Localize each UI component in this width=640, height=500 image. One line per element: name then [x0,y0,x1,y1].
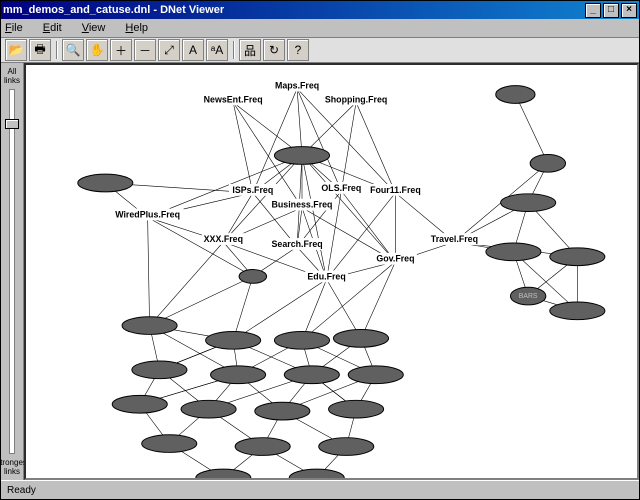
graph-node[interactable]: Travel.Freq [426,233,483,245]
svg-text:ISPs.Freq: ISPs.Freq [232,185,273,195]
refresh-icon[interactable]: ↻ [263,39,285,61]
graph-node[interactable] [112,395,167,413]
graph-node[interactable] [319,438,374,456]
graph-node[interactable] [550,302,605,320]
layout-icon[interactable]: 品 [239,39,261,61]
graph-node[interactable] [348,366,403,384]
svg-text:OLS.Freq: OLS.Freq [321,183,361,193]
graph-node[interactable] [329,400,384,418]
slider-top-label: All links [1,67,23,85]
hand-icon[interactable]: ✋ [86,39,108,61]
svg-text:Maps.Freq: Maps.Freq [275,81,319,91]
graph-node[interactable] [550,248,605,266]
svg-text:Four11.Freq: Four11.Freq [370,185,421,195]
graph-node[interactable] [274,147,329,165]
svg-text:Business.Freq: Business.Freq [272,200,333,210]
graph-edge [341,102,356,191]
graph-node[interactable]: NewsEnt.Freq [202,94,264,106]
svg-text:Search.Freq: Search.Freq [272,239,323,249]
graph-edge [148,217,150,325]
titlebar[interactable]: mm_demos_and_catuse.dnl - DNet Viewer _ … [1,1,639,19]
graph-node[interactable] [274,331,329,349]
graph-edge [515,95,547,164]
graph-node[interactable]: Shopping.Freq [322,94,389,106]
graph-node[interactable] [255,402,310,420]
svg-text:Edu.Freq: Edu.Freq [307,271,345,281]
graph-node[interactable]: Search.Freq [268,238,325,250]
svg-text:BARS: BARS [519,293,538,300]
graph-node[interactable] [78,174,133,192]
menu-view[interactable]: View [82,22,116,34]
graph-edge [150,242,224,326]
svg-text:NewsEnt.Freq: NewsEnt.Freq [204,94,263,104]
graph-node[interactable] [142,435,197,453]
graph-edge [327,193,396,280]
graph-node[interactable] [284,366,339,384]
window-title: mm_demos_and_catuse.dnl - DNet Viewer [3,4,224,16]
graph-node[interactable] [196,469,251,478]
graph-node[interactable]: OLS.Freq [320,182,363,194]
graph-node[interactable]: Edu.Freq [305,271,348,283]
zoom-out-icon[interactable]: － [134,39,156,61]
maximize-button[interactable]: □ [603,3,619,18]
menubar: File Edit View Help [1,19,639,38]
menu-help[interactable]: Help [125,22,158,34]
graph-node[interactable]: Gov.Freq [374,253,417,265]
graph-node[interactable]: Four11.Freq [367,184,424,196]
toolbar: 📂 🖶 🔍 ✋ ＋ － ⤢ A ᵃA 品 ↻ ? [1,38,639,63]
slider-track[interactable] [9,89,15,454]
link-strength-slider: All links Strongest links [1,63,24,480]
graph-node[interactable] [496,86,535,104]
toolbar-separator [233,41,234,59]
open-icon[interactable]: 📂 [5,39,27,61]
graph-node[interactable]: Business.Freq [268,199,335,211]
app-window: mm_demos_and_catuse.dnl - DNet Viewer _ … [0,0,640,500]
minimize-button[interactable]: _ [585,3,601,18]
graph-node[interactable]: ISPs.Freq [229,184,277,196]
graph-node[interactable] [333,330,388,348]
text-icon[interactable]: A [182,39,204,61]
graph-node[interactable] [486,243,541,261]
toolbar-separator [56,41,57,59]
graph-node[interactable] [235,438,290,456]
graph-node[interactable]: Maps.Freq [273,80,321,92]
network-graph[interactable]: Maps.Freq NewsEnt.Freq Shopping.Freq WiredP… [26,65,637,478]
graph-node[interactable]: WiredPlus.Freq [112,209,184,221]
graph-node[interactable] [289,469,344,478]
status-text: Ready [7,485,36,496]
graph-edge [361,262,395,339]
graph-node[interactable] [122,317,177,335]
graph-node[interactable] [211,366,266,384]
font-icon[interactable]: ᵃA [206,39,228,61]
slider-thumb[interactable] [5,119,19,129]
statusbar: Ready [1,480,639,499]
svg-text:Gov.Freq: Gov.Freq [376,254,414,264]
graph-node[interactable] [239,270,267,284]
graph-node[interactable] [530,154,565,172]
graph-node[interactable]: BARS [510,287,545,305]
find-icon[interactable]: 🔍 [62,39,84,61]
graph-canvas[interactable]: Maps.Freq NewsEnt.Freq Shopping.Freq WiredP… [24,63,639,480]
graph-node[interactable] [501,194,556,212]
svg-text:XXX.Freq: XXX.Freq [204,234,243,244]
graph-node[interactable]: XXX.Freq [202,233,245,245]
close-button[interactable]: × [621,3,637,18]
content-row: All links Strongest links Maps.Freq NewsE… [1,63,639,480]
zoom-fit-icon[interactable]: ⤢ [158,39,180,61]
svg-text:Shopping.Freq: Shopping.Freq [325,94,387,104]
menu-edit[interactable]: Edit [43,22,72,34]
graph-node[interactable] [132,361,187,379]
svg-text:Travel.Freq: Travel.Freq [431,234,478,244]
svg-text:WiredPlus.Freq: WiredPlus.Freq [115,209,180,219]
print-icon[interactable]: 🖶 [29,39,51,61]
graph-edge [233,276,253,340]
menu-file[interactable]: File [5,22,33,34]
graph-node[interactable] [181,400,236,418]
graph-node[interactable] [206,331,261,349]
help-icon[interactable]: ? [287,39,309,61]
zoom-in-icon[interactable]: ＋ [110,39,132,61]
